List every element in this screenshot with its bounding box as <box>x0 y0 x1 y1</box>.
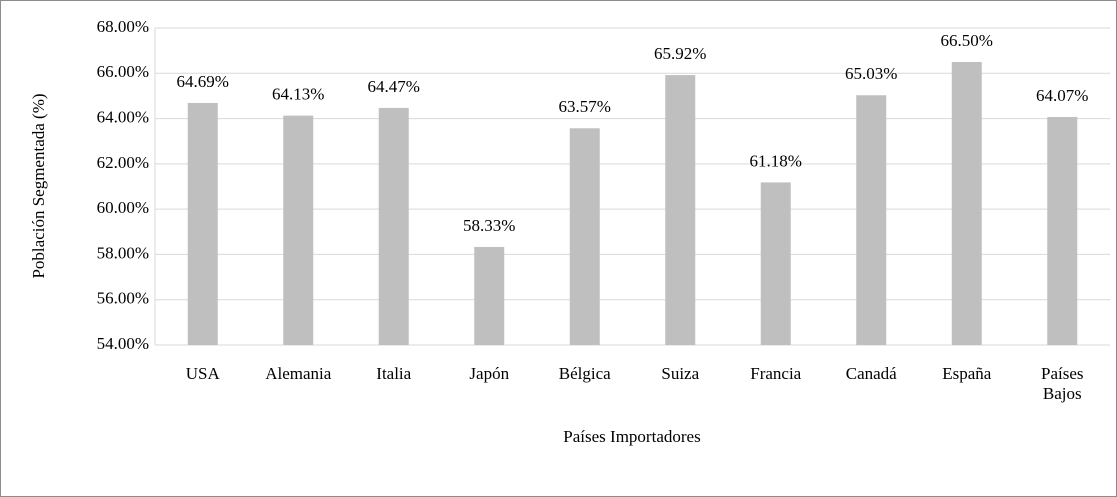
y-axis-title: Población Segmentada (%) <box>29 93 48 278</box>
bar <box>856 95 887 345</box>
data-label: 65.92% <box>654 44 706 63</box>
x-tick-label: Francia <box>750 364 802 383</box>
bar <box>951 61 982 345</box>
y-tick-label: 66.00% <box>97 62 149 81</box>
x-tick-label: Bélgica <box>558 364 611 383</box>
data-label: 63.57% <box>559 97 611 116</box>
data-label: 64.13% <box>272 85 324 104</box>
data-label: 64.47% <box>368 77 420 96</box>
x-tick-label: Canadá <box>845 364 897 383</box>
y-tick-label: 60.00% <box>97 198 149 217</box>
y-tick-label: 58.00% <box>97 243 149 262</box>
bar <box>1047 116 1078 346</box>
x-tick-label: USA <box>185 364 220 383</box>
x-axis-title: Países Importadores <box>563 427 700 446</box>
x-tick-label: Suiza <box>661 364 700 383</box>
y-tick-label: 54.00% <box>97 334 149 353</box>
x-tick-label: Japón <box>469 364 510 383</box>
data-label: 61.18% <box>750 151 802 170</box>
bar <box>760 182 791 345</box>
y-tick-label: 64.00% <box>97 107 149 126</box>
data-label: 58.33% <box>463 216 515 235</box>
data-label: 66.50% <box>941 31 993 50</box>
data-label: 65.03% <box>845 64 897 83</box>
data-label: 64.07% <box>1036 86 1088 105</box>
data-label: 64.69% <box>177 72 229 91</box>
x-tick-label: Italia <box>376 364 412 383</box>
bar <box>283 115 314 345</box>
bar <box>665 75 696 346</box>
bar <box>378 107 409 345</box>
x-tick-label: Alemania <box>265 364 332 383</box>
x-tick-label: España <box>942 364 992 383</box>
x-tick-label: Países Bajos <box>1041 364 1084 403</box>
bar <box>474 246 505 345</box>
y-tick-label: 62.00% <box>97 153 149 172</box>
bar <box>187 102 218 345</box>
bar <box>569 128 600 345</box>
y-tick-label: 56.00% <box>97 289 149 308</box>
y-tick-label: 68.00% <box>97 17 149 36</box>
